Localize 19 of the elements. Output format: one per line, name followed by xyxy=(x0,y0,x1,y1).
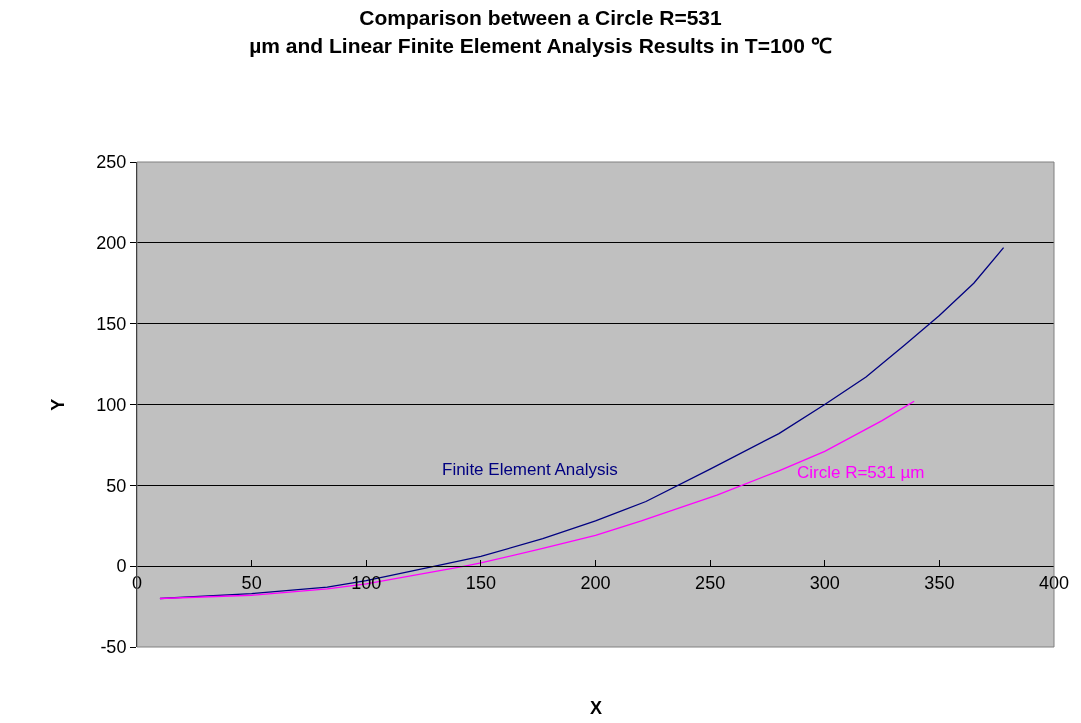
series-label: Circle R=531 µm xyxy=(797,463,925,482)
x-tick-label: 150 xyxy=(465,572,496,593)
chart-title: Comparison between a Circle R=531 µm and Linear Finite Element Analysis Results in T=100 ℃ xyxy=(249,6,832,57)
x-tick-label: 300 xyxy=(809,572,840,593)
x-tick-label: 350 xyxy=(924,572,955,593)
y-tick-label: 50 xyxy=(106,475,127,496)
x-tick-label: 200 xyxy=(580,572,611,593)
x-tick-label: 400 xyxy=(1038,572,1070,593)
series-label: Finite Element Analysis xyxy=(442,460,618,479)
y-tick-label: 200 xyxy=(96,233,127,254)
y-tick-label: 100 xyxy=(96,394,127,415)
x-tick-label: 50 xyxy=(241,572,262,593)
y-axis-title: Y xyxy=(47,398,68,411)
y-tick-label: 150 xyxy=(96,313,127,334)
y-tick-label: 250 xyxy=(96,152,127,173)
y-tick-label: -50 xyxy=(100,637,127,658)
y-tick-label: 0 xyxy=(116,556,127,577)
x-axis-title: X xyxy=(590,698,603,718)
x-tick-label: 250 xyxy=(695,572,726,593)
